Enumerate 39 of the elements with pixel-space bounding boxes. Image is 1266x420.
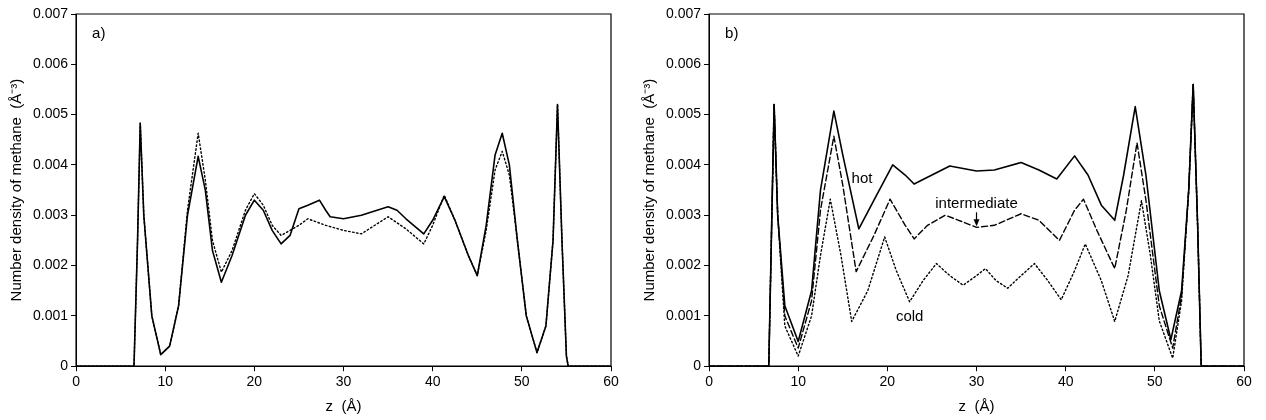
- y-tick-label: 0.003: [665, 206, 702, 223]
- y-tick-label: 0.004: [665, 155, 702, 172]
- x-tick-label: 20: [246, 373, 263, 390]
- annotation: a): [92, 23, 106, 41]
- series-label: cold: [895, 307, 924, 325]
- y-tick-label: 0.005: [665, 105, 702, 122]
- x-tick-label: 50: [514, 373, 530, 390]
- y-axis-title: Number density of methane (Å⁻³): [7, 78, 25, 302]
- x-tick-label: 0: [72, 373, 81, 390]
- x-axis-title: z (Å): [325, 397, 362, 415]
- x-tick-label: 30: [335, 373, 352, 390]
- x-axis-title: z (Å): [958, 397, 995, 415]
- y-tick-label: 0.005: [32, 105, 69, 122]
- y-tick-label: 0.002: [665, 256, 702, 273]
- x-tick-label: 20: [879, 373, 896, 390]
- y-tick-label: 0: [693, 357, 702, 374]
- y-tick-label: 0.003: [32, 206, 69, 223]
- y-tick-label: 0.007: [665, 4, 702, 21]
- x-tick-label: 10: [790, 373, 807, 390]
- x-tick-label: 40: [424, 373, 441, 390]
- y-tick-label: 0: [60, 357, 69, 374]
- y-axis-title: Number density of methane (Å⁻³): [640, 78, 658, 302]
- x-tick-label: 60: [603, 373, 619, 390]
- annotation: b): [725, 23, 739, 41]
- x-tick-label: 50: [1147, 373, 1163, 390]
- y-tick-label: 0.004: [32, 155, 69, 172]
- x-tick-label: 40: [1057, 373, 1074, 390]
- series-label: hot: [851, 168, 874, 186]
- x-tick-label: 0: [705, 373, 714, 390]
- y-tick-label: 0.002: [32, 256, 69, 273]
- y-tick-label: 0.006: [665, 55, 702, 72]
- x-tick-label: 10: [157, 373, 174, 390]
- y-tick-label: 0.001: [665, 306, 702, 323]
- x-tick-label: 30: [968, 373, 985, 390]
- y-tick-label: 0.007: [32, 4, 69, 21]
- series-label: intermediate: [935, 193, 1018, 211]
- y-tick-label: 0.001: [32, 306, 69, 323]
- x-tick-label: 60: [1236, 373, 1252, 390]
- y-tick-label: 0.006: [32, 55, 69, 72]
